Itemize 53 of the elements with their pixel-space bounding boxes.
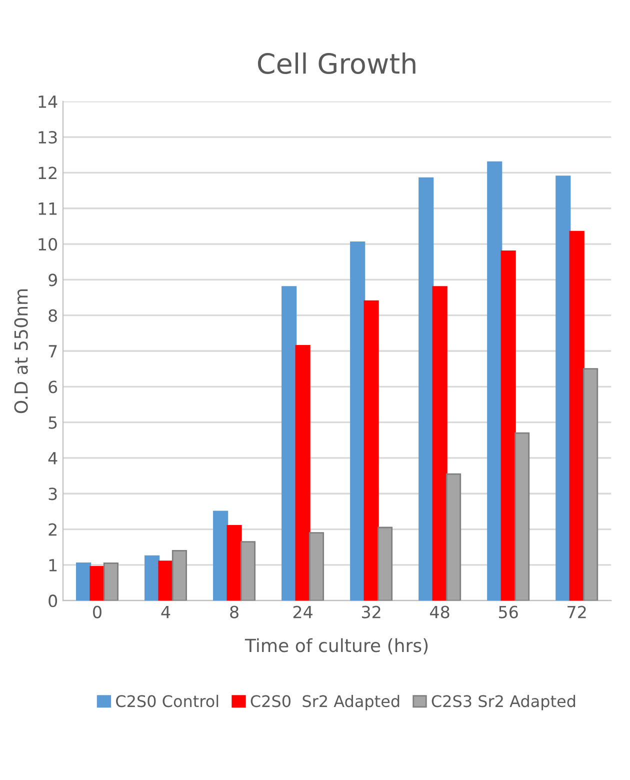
- y-tick-label: 9: [48, 274, 57, 286]
- y-tick-label: 4: [48, 452, 58, 464]
- bar: [377, 526, 393, 601]
- y-tick-label: 1: [49, 559, 57, 572]
- x-tick-label: 72: [568, 606, 586, 618]
- x-tick-label: 0: [93, 606, 102, 618]
- x-tick-label: 4: [161, 606, 170, 618]
- bar: [514, 432, 530, 601]
- y-tick-label: 6: [48, 380, 58, 394]
- bar: [213, 510, 228, 601]
- bar: [144, 555, 160, 601]
- legend-label: C2S3 Sr2 Adapted: [432, 694, 576, 710]
- bar: [487, 161, 502, 601]
- y-tick-label: 7: [48, 345, 57, 358]
- bar: [76, 562, 92, 601]
- y-tick-label: 0: [48, 594, 58, 608]
- legend-label: C2S0 Sr2 Adapted: [250, 694, 400, 710]
- y-tick-label: 11: [38, 202, 57, 215]
- x-tick-label: 8: [230, 606, 238, 618]
- bar: [569, 230, 584, 601]
- x-tick-label: 32: [362, 606, 380, 618]
- bar: [350, 242, 366, 601]
- y-tick-label: 2: [48, 523, 56, 536]
- bar: [446, 473, 462, 601]
- y-tick-label: 3: [48, 488, 57, 500]
- y-tick-label: 10: [38, 238, 58, 251]
- y-tick-label: 14: [38, 96, 58, 108]
- bar: [240, 541, 256, 601]
- bar: [226, 525, 242, 601]
- x-tick-label: 48: [430, 606, 450, 618]
- bar: [556, 176, 571, 601]
- bar: [500, 250, 516, 601]
- bar: [432, 286, 448, 601]
- bar: [90, 566, 105, 601]
- bar: [295, 344, 310, 601]
- y-tick-label: 5: [48, 416, 57, 429]
- y-tick-label: 13: [38, 131, 57, 144]
- legend-label: C2S0 Control: [116, 694, 218, 708]
- bar: [158, 560, 174, 601]
- bar: [583, 368, 598, 601]
- y-axis-title: O.D at 550nm: [14, 289, 28, 414]
- y-tick-label: 8: [48, 309, 57, 322]
- bar: [282, 286, 297, 601]
- chart-title: Cell Growth: [258, 52, 416, 74]
- x-tick-label: 24: [293, 606, 312, 618]
- x-tick-label: 56: [499, 606, 518, 618]
- bar: [308, 532, 324, 601]
- bar: [103, 562, 119, 601]
- y-tick-label: 12: [38, 166, 56, 180]
- bar: [418, 177, 434, 601]
- bar: [172, 550, 188, 601]
- x-axis-title: Time of culture (hrs): [244, 638, 428, 654]
- bar: [364, 300, 379, 601]
